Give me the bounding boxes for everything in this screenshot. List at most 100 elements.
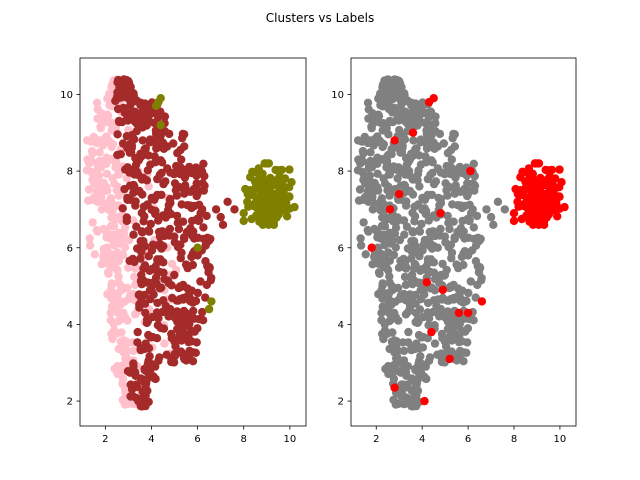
right-series-0-point (437, 357, 447, 367)
left-series-1-point (170, 313, 180, 323)
left-series-1-point (138, 151, 147, 160)
left-series-0-point (108, 207, 117, 216)
left-series-1-point (125, 194, 134, 204)
left-series-1-point (204, 236, 214, 245)
right-series-0-point (375, 269, 384, 278)
left-series-0-point (97, 205, 107, 214)
left-series-1-point (153, 255, 162, 264)
left-series-0-point (111, 215, 120, 224)
right-series-1-point (367, 243, 376, 252)
right-series-0-point (432, 301, 441, 311)
left-series-1-point (139, 173, 148, 183)
left-series-1-point (136, 254, 145, 263)
left-series-1-point (120, 184, 129, 194)
left-series-1-point (187, 337, 196, 346)
left-series-1-point (136, 237, 145, 246)
right-series-0-point (420, 118, 429, 128)
right-series-0-point (374, 111, 384, 121)
right-series-0-point (433, 350, 442, 359)
right-series-0-point (500, 205, 509, 214)
left-series-0-point (85, 158, 95, 167)
right-series-0-point (373, 233, 382, 242)
right-series-1-point (463, 308, 473, 318)
left-series-2-point (285, 192, 294, 201)
right-series-1-point (513, 197, 522, 206)
right-series-0-point (443, 148, 453, 158)
right-series-0-point (427, 190, 437, 200)
left-series-1-point (185, 346, 194, 356)
right-series-0-point (475, 236, 484, 245)
left-series-1-point (150, 195, 159, 204)
left-series-2-point (207, 297, 216, 306)
right-y-tick-label: 6 (338, 243, 344, 254)
left-series-1-point (125, 148, 134, 157)
left-series-1-point (179, 295, 188, 304)
right-series-1-point (540, 180, 549, 190)
right-series-0-point (407, 270, 417, 280)
left-series-1-point (131, 153, 140, 163)
right-series-0-point (446, 240, 456, 249)
right-series-0-point (386, 297, 396, 306)
left-y-tick-label: 6 (67, 243, 73, 254)
left-series-2-point (243, 197, 252, 206)
right-series-0-point (444, 182, 454, 191)
right-series-1-point (526, 197, 535, 206)
right-series-0-point (424, 356, 434, 365)
left-series-0-point (95, 177, 104, 186)
right-series-0-point (411, 145, 420, 154)
left-series-1-point (144, 344, 154, 353)
left-series-1-point (122, 109, 131, 118)
left-series-1-point (174, 182, 183, 191)
right-series-0-point (384, 150, 393, 160)
left-series-0-point (92, 98, 102, 108)
left-series-1-point (198, 307, 207, 317)
right-series-0-point (416, 294, 426, 304)
left-series-2-point (263, 159, 272, 168)
right-series-0-point (389, 360, 399, 370)
left-series-1-point (157, 244, 166, 253)
right-series-0-point (464, 216, 474, 226)
left-series-0-point (83, 196, 93, 205)
left-series-2-point (277, 165, 286, 175)
left-series-1-point (134, 396, 143, 406)
left-series-1-point (177, 336, 186, 345)
left-series-2-point (278, 179, 287, 189)
right-series-0-point (438, 334, 447, 343)
right-x-tick-label: 6 (465, 434, 471, 445)
left-series-0-point (110, 364, 119, 374)
right-series-1-point (509, 216, 519, 226)
left-series-0-point (106, 286, 115, 295)
right-series-0-point (358, 146, 368, 156)
left-series-1-point (174, 218, 183, 227)
right-series-0-point (440, 232, 450, 241)
left-series-1-point (195, 200, 204, 209)
right-series-1-point (525, 208, 535, 218)
left-series-0-point (118, 395, 127, 405)
left-series-1-point (167, 357, 176, 367)
figure-title: Clusters vs Labels (266, 11, 374, 25)
left-series-1-point (151, 374, 160, 384)
right-series-0-point (448, 200, 457, 209)
left-y-tick-label: 2 (67, 397, 73, 408)
left-series-2-point (256, 197, 265, 206)
right-series-0-point (489, 220, 498, 229)
right-series-0-point (440, 270, 450, 280)
left-series-1-point (179, 233, 189, 242)
left-series-1-point (152, 334, 162, 343)
right-series-1-point (436, 209, 445, 218)
left-series-1-point (223, 197, 232, 206)
left-series-1-point (151, 273, 161, 282)
left-x-tick-label: 6 (194, 434, 200, 445)
left-series-1-point (134, 187, 144, 196)
right-series-0-point (383, 264, 392, 273)
left-series-1-point (131, 108, 140, 117)
left-series-1-point (186, 201, 195, 210)
left-series-0-point (112, 264, 121, 273)
left-series-1-point (174, 224, 184, 234)
right-series-0-point (398, 141, 407, 150)
right-series-0-point (379, 207, 388, 216)
left-series-1-point (133, 327, 142, 337)
left-series-1-point (113, 130, 122, 139)
right-series-0-point (446, 282, 455, 291)
